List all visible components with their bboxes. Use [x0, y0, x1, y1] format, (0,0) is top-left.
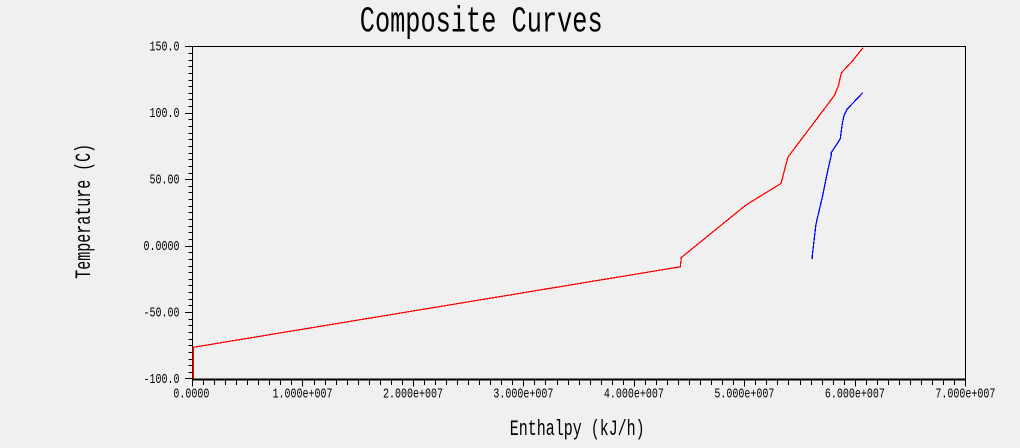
- svg-text:6.000e+007: 6.000e+007: [825, 386, 885, 402]
- svg-text:-100.0: -100.0: [144, 372, 180, 388]
- svg-text:5.000e+007: 5.000e+007: [714, 386, 774, 402]
- svg-text:150.0: 150.0: [150, 39, 180, 55]
- svg-text:Temperature (C): Temperature (C): [71, 144, 97, 279]
- svg-text:50.00: 50.00: [150, 172, 180, 188]
- svg-text:Enthalpy (kJ/h): Enthalpy (kJ/h): [510, 416, 645, 442]
- svg-text:4.000e+007: 4.000e+007: [604, 386, 664, 402]
- svg-text:-50.00: -50.00: [144, 305, 180, 321]
- svg-text:0.0000: 0.0000: [173, 386, 209, 402]
- svg-text:2.000e+007: 2.000e+007: [383, 386, 443, 402]
- svg-text:0.0000: 0.0000: [144, 239, 180, 255]
- svg-text:3.000e+007: 3.000e+007: [493, 386, 553, 402]
- svg-text:Composite Curves: Composite Curves: [360, 3, 603, 43]
- svg-text:1.000e+007: 1.000e+007: [273, 386, 333, 402]
- svg-text:7.000e+007: 7.000e+007: [935, 386, 995, 402]
- svg-text:100.0: 100.0: [150, 106, 180, 122]
